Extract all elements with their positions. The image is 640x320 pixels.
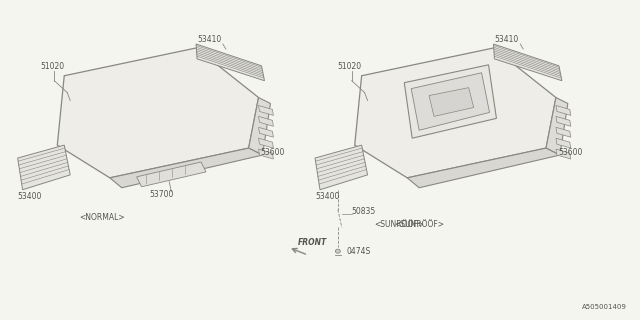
Polygon shape xyxy=(546,98,568,155)
Polygon shape xyxy=(58,48,259,178)
Polygon shape xyxy=(110,148,262,188)
Polygon shape xyxy=(556,138,571,148)
Polygon shape xyxy=(556,116,571,126)
Text: <SUNRÖÖF>: <SUNRÖÖF> xyxy=(374,220,424,229)
Polygon shape xyxy=(355,48,556,178)
Polygon shape xyxy=(404,65,497,138)
Polygon shape xyxy=(259,116,273,126)
Polygon shape xyxy=(196,44,264,81)
Text: FRONT: FRONT xyxy=(298,238,328,247)
Text: 51020: 51020 xyxy=(338,62,362,71)
Polygon shape xyxy=(259,106,273,116)
Text: 50835: 50835 xyxy=(352,207,376,216)
Polygon shape xyxy=(259,127,273,137)
Polygon shape xyxy=(493,44,562,81)
Polygon shape xyxy=(18,145,70,190)
Polygon shape xyxy=(248,98,271,155)
Polygon shape xyxy=(259,138,273,148)
Text: 53410: 53410 xyxy=(197,35,221,44)
Text: 53700: 53700 xyxy=(150,190,174,199)
Polygon shape xyxy=(259,149,273,159)
Text: 53600: 53600 xyxy=(558,148,582,156)
Text: 0474S: 0474S xyxy=(347,247,371,256)
Text: 53400: 53400 xyxy=(315,192,339,201)
Polygon shape xyxy=(429,88,474,116)
Text: 51020: 51020 xyxy=(40,62,65,71)
Polygon shape xyxy=(315,145,367,190)
Text: A505001409: A505001409 xyxy=(582,304,627,310)
Polygon shape xyxy=(556,106,571,116)
Polygon shape xyxy=(407,148,560,188)
Text: 53410: 53410 xyxy=(495,35,519,44)
Polygon shape xyxy=(556,149,571,159)
Text: 53600: 53600 xyxy=(260,148,285,156)
Polygon shape xyxy=(412,73,490,130)
Text: <NORMAL>: <NORMAL> xyxy=(79,213,125,222)
Polygon shape xyxy=(556,127,571,137)
Text: <SUNRÖÖF>: <SUNRÖÖF> xyxy=(394,220,444,229)
Text: 53400: 53400 xyxy=(18,192,42,201)
Ellipse shape xyxy=(335,249,340,253)
Polygon shape xyxy=(136,162,206,187)
